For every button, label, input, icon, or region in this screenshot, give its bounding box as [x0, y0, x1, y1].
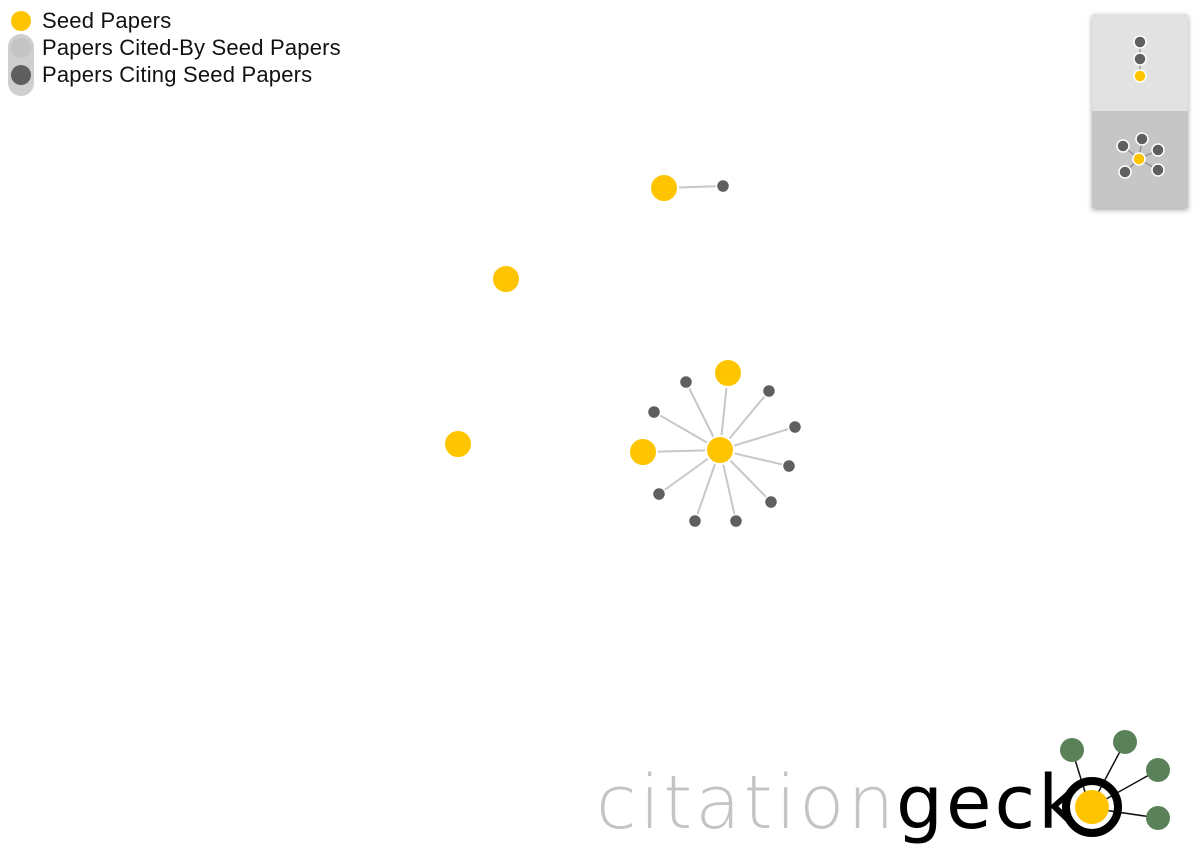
legend-seed-papers-label: Seed Papers [42, 8, 172, 33]
citing-paper-node[interactable] [763, 494, 779, 510]
force-layout-button[interactable] [1092, 111, 1188, 208]
citing-paper-node[interactable] [728, 513, 744, 529]
citation-gecko-logo: citation geck [590, 730, 1190, 855]
citing-paper-node[interactable] [787, 419, 803, 435]
seed-paper-node[interactable] [491, 264, 521, 294]
force-layout-icon [1116, 132, 1165, 179]
seed-paper-node[interactable] [443, 429, 473, 459]
hierarchy-layout-button[interactable] [1092, 14, 1188, 111]
citing-paper-node[interactable] [687, 513, 703, 529]
citing-paper-node[interactable] [651, 486, 667, 502]
logo-network-graphic [1060, 730, 1170, 837]
hierarchy-layout-icon [1133, 35, 1147, 83]
citing-paper-node[interactable] [715, 178, 731, 194]
citing-paper-node[interactable] [781, 458, 797, 474]
legend-cited-by-label: Papers Cited-By Seed Papers [42, 35, 341, 60]
seed-paper-legend-dot [11, 11, 31, 31]
layout-toggle-panel [1092, 14, 1188, 208]
legend-citing-label: Papers Citing Seed Papers [42, 62, 313, 87]
citing-paper-node[interactable] [646, 404, 662, 420]
seed-paper-node[interactable] [649, 173, 679, 203]
seed-paper-node[interactable] [713, 358, 743, 388]
cited-by-legend-dot [11, 38, 31, 58]
seed-paper-node[interactable] [628, 437, 658, 467]
seed-paper-node[interactable] [705, 435, 735, 465]
legend: Seed Papers Papers Cited-By Seed Papers … [8, 8, 368, 96]
citing-paper-node[interactable] [678, 374, 694, 390]
logo-word-citation: citation [596, 760, 898, 846]
citing-paper-node[interactable] [761, 383, 777, 399]
logo-word-gecko: geck [896, 760, 1085, 846]
citing-legend-dot [11, 65, 31, 85]
